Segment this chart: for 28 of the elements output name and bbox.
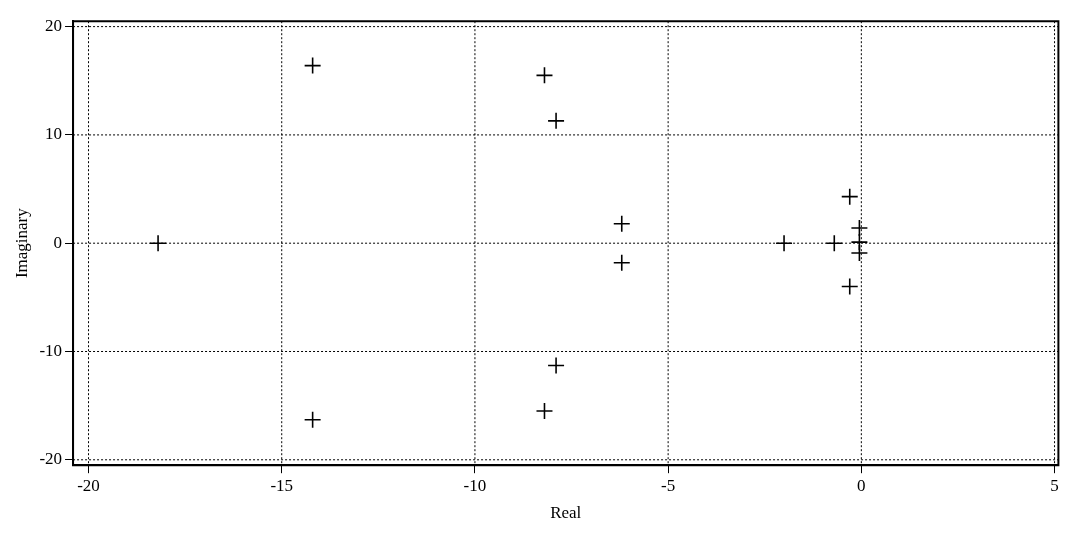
y-axis-title: Imaginary [11, 207, 31, 279]
point [612, 253, 631, 272]
y-tick-label: 0 [53, 232, 63, 252]
point [612, 214, 631, 233]
point [840, 187, 859, 206]
point [850, 244, 869, 262]
x-tick-label: -20 [77, 475, 100, 495]
y-tick-label: -10 [39, 340, 63, 360]
y-tick-label: 20 [45, 16, 63, 36]
point [303, 410, 322, 429]
point [850, 219, 869, 237]
x-tick-label: -15 [270, 475, 294, 495]
point [547, 112, 565, 130]
point [149, 234, 167, 252]
point [840, 277, 859, 296]
y-tick-label: -20 [39, 449, 63, 469]
y-tick-label: 10 [45, 124, 63, 144]
point [547, 356, 565, 375]
x-tick-label: 5 [1050, 475, 1059, 495]
x-axis-title: Real [550, 503, 582, 523]
x-tick-label: 0 [857, 475, 866, 495]
point [775, 234, 793, 252]
x-tick-label: -5 [661, 475, 676, 495]
point [303, 56, 322, 75]
point [825, 234, 844, 252]
x-tick-label: -10 [463, 475, 487, 495]
point [535, 66, 554, 85]
point [535, 402, 554, 420]
